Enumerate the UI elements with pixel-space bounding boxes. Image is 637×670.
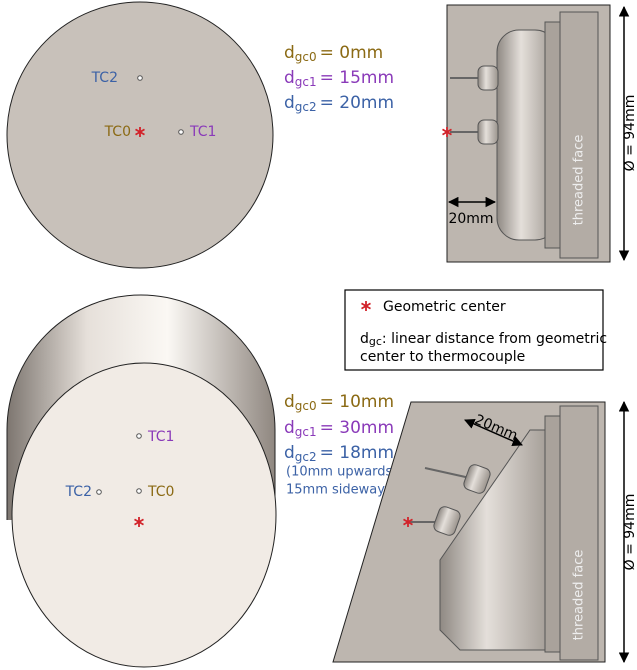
legend-definition: dgc: linear distance from geometric <box>360 331 607 348</box>
distance: dgc1= 15mm <box>284 68 394 89</box>
tc-label: TC1 <box>147 429 174 445</box>
tc-label: TC0 <box>104 124 131 140</box>
symbol: d <box>284 418 295 438</box>
value: = 0mm <box>320 43 384 63</box>
note: (10mm upwards <box>286 465 393 480</box>
figure: TC2 TC0 TC1 dgc0= 0mm dgc1= 15mm dgc2= 2… <box>0 0 637 670</box>
symbol: d <box>284 43 295 63</box>
symbol: d <box>284 93 295 113</box>
tc-dot <box>137 489 142 494</box>
value: = 10mm <box>320 392 394 412</box>
distance: dgc0= 0mm <box>284 43 383 64</box>
probe-head <box>478 120 498 144</box>
tc-label: TC0 <box>147 484 174 500</box>
subscript: gc2 <box>295 100 317 114</box>
legend: Geometric center dgc: linear distance fr… <box>345 290 607 370</box>
bottom-section: 20mm threaded face Ø = 94mm <box>333 402 637 662</box>
symbol: d <box>284 392 295 412</box>
bottom-view: TC1 TC2 TC0 dgc0= 10mm dgc1= 30mm dgc2= … <box>7 295 397 667</box>
diameter-label: Ø = 94mm <box>622 95 637 172</box>
diameter-label: Ø = 94mm <box>622 494 637 571</box>
subscript: gc0 <box>295 50 317 64</box>
symbol: d <box>284 443 295 463</box>
legend-definition: center to thermocouple <box>360 349 525 365</box>
flange <box>545 416 560 652</box>
tc-dot <box>179 130 184 135</box>
tc-dot <box>138 76 143 81</box>
top-section: 20mm threaded face Ø = 94mm <box>443 5 637 262</box>
tc-label: TC1 <box>189 124 216 140</box>
face-label: threaded face <box>572 135 587 226</box>
subscript: gc1 <box>295 75 317 89</box>
tc-dot <box>137 434 142 439</box>
value: = 18mm <box>320 443 394 463</box>
tc-label: TC2 <box>65 484 92 500</box>
value: = 20mm <box>320 93 394 113</box>
tc-dot <box>97 490 102 495</box>
note: 15mm sideways) <box>286 483 397 498</box>
subscript: gc <box>369 335 382 348</box>
distance: dgc2= 20mm <box>284 93 394 114</box>
definition: : linear distance from geometric <box>382 331 607 347</box>
value: = 15mm <box>320 68 394 88</box>
distance: dgc0= 10mm <box>284 392 394 413</box>
face-label: threaded face <box>572 550 587 641</box>
subscript: gc0 <box>295 399 317 413</box>
top-view: TC2 TC0 TC1 dgc0= 0mm dgc1= 15mm dgc2= 2… <box>7 2 394 268</box>
symbol: d <box>360 331 369 347</box>
tc-label: TC2 <box>91 70 118 86</box>
subscript: gc1 <box>295 425 317 439</box>
face-disc <box>12 363 276 667</box>
symbol: d <box>284 68 295 88</box>
probe-head <box>478 66 498 90</box>
distance: dgc1= 30mm <box>284 418 394 439</box>
subscript: gc2 <box>295 450 317 464</box>
value: = 30mm <box>320 418 394 438</box>
dimension-label: 20mm <box>448 211 493 227</box>
legend-entry: Geometric center <box>383 299 506 315</box>
flange <box>545 22 560 248</box>
distance: dgc2= 18mm <box>284 443 394 464</box>
